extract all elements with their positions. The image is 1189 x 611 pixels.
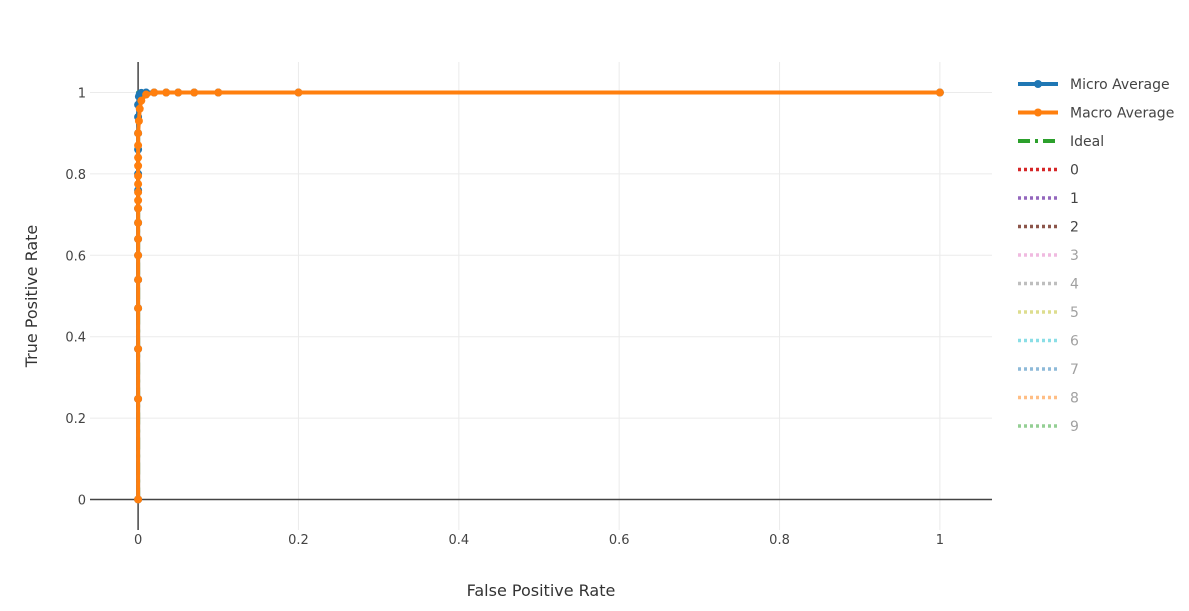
- legend-label: 6: [1070, 334, 1079, 350]
- data-point: [134, 171, 143, 180]
- legend-label: 3: [1070, 248, 1079, 264]
- legend-item-ideal[interactable]: Ideal: [1018, 134, 1104, 150]
- legend-label: 4: [1070, 277, 1079, 293]
- grid-layer: [90, 62, 992, 530]
- data-point: [134, 153, 143, 162]
- legend-label: 9: [1070, 419, 1079, 435]
- data-point: [214, 88, 223, 97]
- data-point: [134, 117, 143, 126]
- series-line: [136, 90, 940, 500]
- legend-item-7[interactable]: 7: [1018, 362, 1079, 378]
- legend-label: Macro Average: [1070, 106, 1174, 122]
- y-tick-label: 1: [78, 87, 86, 102]
- data-point: [134, 180, 143, 189]
- data-point: [150, 88, 159, 97]
- legend-item-6[interactable]: 6: [1018, 334, 1079, 350]
- data-point: [134, 344, 143, 353]
- series-0: [136, 90, 940, 500]
- y-tick-label: 0.4: [65, 331, 86, 346]
- data-point: [134, 141, 143, 150]
- legend-item-8[interactable]: 8: [1018, 391, 1079, 407]
- data-point: [134, 129, 143, 138]
- legend-label: Micro Average: [1070, 77, 1170, 93]
- legend-item-0[interactable]: 0: [1018, 163, 1079, 179]
- series-layer: [134, 88, 944, 504]
- y-tick-label: 0.8: [65, 168, 86, 183]
- series-line: [136, 90, 940, 500]
- legend-label: 0: [1070, 163, 1079, 179]
- x-tick-label: 0.2: [288, 533, 309, 548]
- data-point: [935, 88, 944, 97]
- legend-label: Ideal: [1070, 134, 1104, 150]
- legend-item-micro-average[interactable]: Micro Average: [1018, 77, 1170, 93]
- data-point: [134, 204, 143, 213]
- legend-item-2[interactable]: 2: [1018, 220, 1079, 236]
- y-tick-label: 0.2: [65, 412, 86, 427]
- data-point: [134, 251, 143, 260]
- data-point: [294, 88, 303, 97]
- legend-label: 2: [1070, 220, 1079, 236]
- data-point: [174, 88, 183, 97]
- legend-marker: [1034, 80, 1042, 88]
- legend-item-macro-average[interactable]: Macro Average: [1018, 106, 1174, 122]
- legend-item-5[interactable]: 5: [1018, 305, 1079, 321]
- series-line: [136, 90, 940, 500]
- tick-labels: 0 0.2 0.4 0.6 0.8 1 0 0.2 0.4 0.6 0.8 1: [65, 87, 944, 548]
- data-point: [137, 96, 146, 105]
- legend-marker: [1034, 108, 1042, 117]
- data-point: [134, 394, 143, 403]
- legend-item-3[interactable]: 3: [1018, 248, 1079, 264]
- legend-label: 7: [1070, 362, 1079, 378]
- data-point: [134, 304, 143, 313]
- data-point: [134, 218, 143, 227]
- x-tick-label: 1: [936, 533, 944, 548]
- zero-lines: [90, 62, 992, 530]
- data-point: [190, 88, 199, 97]
- x-tick-label: 0.6: [609, 533, 630, 548]
- legend-label: 5: [1070, 305, 1079, 321]
- data-point: [135, 104, 144, 113]
- y-tick-label: 0.6: [65, 249, 86, 264]
- data-point: [134, 275, 143, 284]
- x-tick-label: 0.4: [448, 533, 469, 548]
- x-tick-label: 0.8: [769, 533, 790, 548]
- data-point: [142, 90, 151, 99]
- x-tick-label: 0: [134, 533, 142, 548]
- data-point: [134, 161, 143, 170]
- legend-item-1[interactable]: 1: [1018, 191, 1079, 207]
- legend-label: 1: [1070, 191, 1079, 207]
- series-micro-average: [134, 88, 944, 504]
- data-point: [134, 188, 143, 197]
- series-2: [136, 90, 940, 500]
- series-ideal: [136, 90, 940, 500]
- series-line: [136, 90, 940, 500]
- legend[interactable]: Micro Average Macro Average Ideal 0 1 2 3 4 5 6 7 8…: [1018, 77, 1174, 435]
- data-point: [134, 235, 143, 244]
- legend-item-4[interactable]: 4: [1018, 277, 1079, 293]
- data-point: [162, 88, 171, 97]
- legend-item-9[interactable]: 9: [1018, 419, 1079, 435]
- legend-label: 8: [1070, 391, 1079, 407]
- data-point: [134, 495, 143, 504]
- y-tick-label: 0: [78, 493, 86, 508]
- series-line: [136, 90, 940, 500]
- series-1: [136, 90, 940, 500]
- x-axis-title: False Positive Rate: [467, 581, 616, 600]
- series-line: [136, 90, 940, 500]
- series-macro-average: [134, 88, 944, 504]
- data-point: [134, 196, 143, 205]
- y-axis-title: True Positive Rate: [22, 225, 41, 369]
